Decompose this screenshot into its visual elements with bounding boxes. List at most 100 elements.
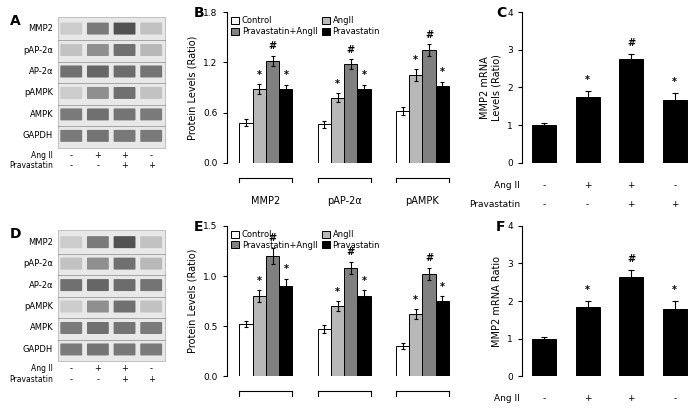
Text: Ang II: Ang II (494, 394, 520, 403)
Text: C: C (496, 6, 506, 20)
FancyBboxPatch shape (113, 322, 136, 334)
FancyBboxPatch shape (140, 87, 162, 99)
Text: AMPK: AMPK (29, 110, 53, 119)
Text: AMPK: AMPK (29, 324, 53, 333)
Text: -: - (70, 151, 73, 160)
Text: +: + (148, 375, 155, 384)
FancyBboxPatch shape (140, 108, 162, 120)
FancyBboxPatch shape (60, 87, 82, 99)
Text: -: - (97, 375, 99, 384)
Text: Pravastatin: Pravastatin (9, 375, 53, 384)
Text: pAMPK: pAMPK (24, 302, 53, 311)
FancyBboxPatch shape (87, 301, 108, 312)
FancyBboxPatch shape (140, 65, 162, 77)
FancyBboxPatch shape (60, 236, 82, 248)
Text: *: * (335, 287, 340, 297)
Y-axis label: Protein Levels (Ratio): Protein Levels (Ratio) (188, 249, 198, 353)
Bar (331, 97, 344, 163)
FancyBboxPatch shape (113, 258, 136, 270)
Bar (358, 296, 371, 376)
FancyBboxPatch shape (87, 130, 108, 142)
Text: +: + (627, 200, 635, 209)
Text: +: + (671, 200, 678, 209)
Bar (331, 306, 344, 376)
Text: *: * (440, 281, 445, 292)
Text: pAMPK: pAMPK (405, 196, 440, 206)
FancyBboxPatch shape (87, 87, 108, 99)
Text: *: * (284, 265, 288, 274)
Bar (239, 324, 253, 376)
Legend: Control, Pravastatin+AngII, AngII, Pravastatin: Control, Pravastatin+AngII, AngII, Prava… (231, 16, 380, 36)
Text: *: * (672, 77, 677, 87)
Text: GAPDH: GAPDH (23, 131, 53, 140)
Text: *: * (440, 67, 445, 77)
Text: #: # (425, 29, 433, 40)
Text: #: # (627, 38, 635, 47)
Text: *: * (362, 70, 367, 81)
Y-axis label: MMP2 mRNA
Levels (Ratio): MMP2 mRNA Levels (Ratio) (480, 54, 502, 121)
FancyBboxPatch shape (113, 344, 136, 355)
Bar (266, 256, 279, 376)
Bar (436, 301, 449, 376)
Text: #: # (269, 234, 276, 243)
Bar (318, 329, 331, 376)
Bar (239, 123, 253, 163)
FancyBboxPatch shape (87, 22, 108, 34)
Text: F: F (496, 220, 505, 234)
Text: *: * (672, 285, 677, 295)
Text: +: + (584, 181, 592, 190)
Text: -: - (150, 364, 153, 373)
FancyBboxPatch shape (87, 44, 108, 56)
Text: +: + (121, 375, 128, 384)
Text: *: * (284, 70, 288, 81)
FancyBboxPatch shape (140, 258, 162, 270)
Bar (423, 274, 436, 376)
FancyBboxPatch shape (60, 65, 82, 77)
Text: MMP2: MMP2 (28, 24, 53, 33)
FancyBboxPatch shape (113, 44, 136, 56)
Text: -: - (673, 394, 676, 403)
Bar (663, 99, 687, 163)
Text: Pravastatin: Pravastatin (9, 161, 53, 170)
Text: *: * (335, 79, 340, 89)
FancyBboxPatch shape (87, 65, 108, 77)
Bar (436, 86, 449, 163)
Text: -: - (150, 151, 153, 160)
Text: +: + (94, 364, 101, 373)
Bar (395, 111, 409, 163)
FancyBboxPatch shape (60, 279, 82, 291)
Text: #: # (346, 247, 355, 257)
Text: +: + (148, 161, 155, 170)
Text: +: + (121, 151, 128, 160)
Bar (410, 314, 423, 376)
FancyBboxPatch shape (87, 258, 108, 270)
Text: AP-2α: AP-2α (29, 67, 53, 76)
Text: +: + (627, 181, 635, 190)
FancyBboxPatch shape (60, 108, 82, 120)
Text: pAP-2α: pAP-2α (23, 259, 53, 268)
Bar (344, 268, 358, 376)
Bar (344, 64, 358, 163)
Legend: Control, Pravastatin+AngII, AngII, Pravastatin: Control, Pravastatin+AngII, AngII, Prava… (231, 230, 380, 250)
FancyBboxPatch shape (58, 230, 164, 361)
Text: -: - (70, 161, 73, 170)
Bar (620, 276, 643, 376)
Text: pAMPK: pAMPK (24, 88, 53, 97)
FancyBboxPatch shape (60, 301, 82, 312)
Bar (318, 124, 331, 163)
FancyBboxPatch shape (87, 322, 108, 334)
FancyBboxPatch shape (60, 44, 82, 56)
Text: -: - (97, 161, 99, 170)
Bar (423, 50, 436, 163)
Text: D: D (10, 227, 22, 241)
FancyBboxPatch shape (140, 44, 162, 56)
Text: *: * (362, 276, 367, 285)
Text: #: # (627, 254, 635, 264)
Text: -: - (586, 200, 589, 209)
Bar (279, 89, 293, 163)
Text: pAP-2α: pAP-2α (23, 45, 53, 54)
Text: A: A (10, 14, 21, 28)
Bar (253, 296, 266, 376)
Text: *: * (257, 276, 262, 285)
Text: -: - (70, 375, 73, 384)
